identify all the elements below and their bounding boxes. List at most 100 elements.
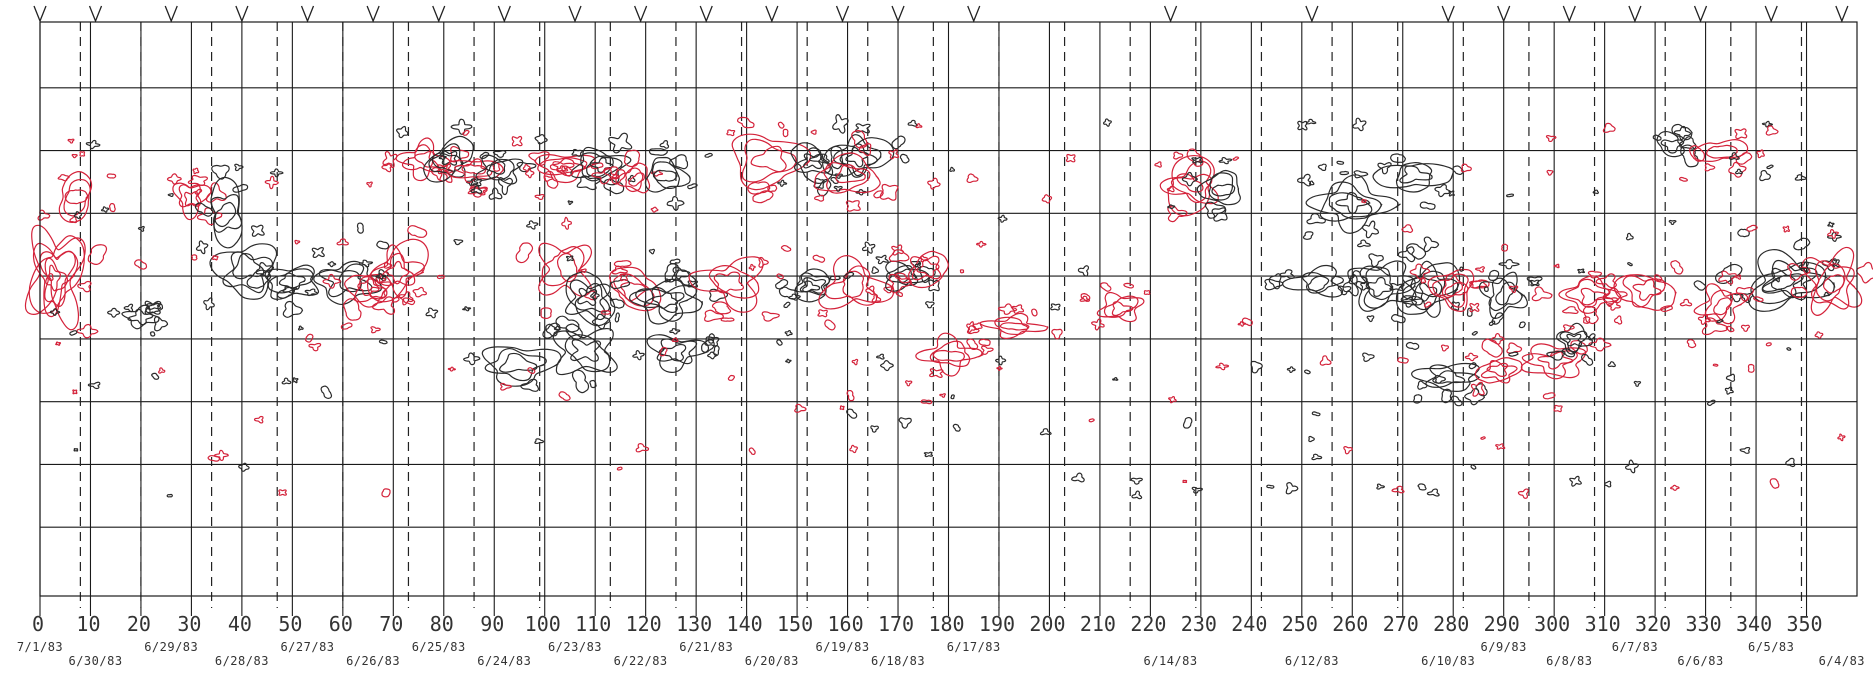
positive-contour (888, 273, 913, 294)
negative-speck (1311, 453, 1323, 461)
negative-contour (1652, 134, 1662, 141)
positive-contour (1480, 360, 1518, 384)
negative-contour (1450, 395, 1463, 407)
x-tick-label: 0 (32, 612, 44, 636)
positive-speck (1232, 156, 1240, 161)
negative-contour (1361, 220, 1380, 239)
central-meridian-marker (432, 5, 446, 23)
negative-contour (570, 339, 602, 362)
negative-speck (1470, 464, 1477, 470)
positive-speck (1123, 282, 1134, 289)
top-markers (33, 5, 1849, 23)
central-meridian-marker (634, 5, 648, 23)
negative-contour (441, 150, 458, 166)
positive-contour (1670, 260, 1684, 275)
x-tick-label: 280 (1433, 612, 1469, 636)
negative-contour (267, 268, 314, 294)
positive-speck (849, 444, 859, 454)
negative-speck (1297, 120, 1308, 131)
x-tick-label: 100 (525, 612, 561, 636)
positive-speck (264, 175, 280, 190)
date-label: 6/27/83 (280, 640, 334, 654)
negative-speck (1285, 481, 1299, 495)
negative-contour (614, 312, 620, 323)
negative-speck (291, 377, 299, 384)
negative-contour (1441, 388, 1453, 404)
positive-contour (1111, 301, 1134, 317)
negative-contour (1417, 380, 1428, 390)
negative-contour (1419, 201, 1436, 210)
negative-contour (1660, 139, 1685, 154)
negative-speck (453, 238, 464, 246)
negative-speck (356, 222, 364, 234)
central-meridian-marker (891, 5, 905, 23)
positive-contour (628, 172, 645, 187)
x-tick-label: 170 (878, 612, 914, 636)
negative-speck (1308, 180, 1315, 186)
positive-speck (1553, 404, 1563, 413)
positive-speck (1319, 355, 1332, 366)
negative-contour (1218, 156, 1233, 165)
x-tick-label: 30 (177, 612, 201, 636)
negative-contour (570, 146, 632, 186)
positive-speck (1168, 395, 1177, 404)
negative-speck (1827, 221, 1835, 228)
central-meridian-marker (235, 5, 249, 23)
x-tick-label: 90 (480, 612, 504, 636)
negative-contour (574, 282, 611, 313)
positive-contour (1582, 305, 1599, 325)
positive-speck (556, 165, 569, 172)
negative-contour (1526, 276, 1543, 286)
positive-contour (824, 265, 878, 306)
negative-contour (564, 334, 611, 373)
negative-contour (475, 154, 524, 185)
field-contours (24, 113, 1873, 500)
negative-contour (832, 113, 849, 134)
date-boundaries (79, 22, 1803, 608)
negative-contour (829, 275, 841, 281)
negative-contour (1281, 264, 1344, 298)
negative-contour (671, 266, 691, 282)
negative-speck (1131, 490, 1143, 500)
positive-speck (671, 337, 679, 343)
positive-contour (812, 254, 826, 263)
positive-contour (1802, 246, 1863, 316)
negative-speck (1625, 232, 1634, 241)
positive-speck (511, 135, 523, 147)
negative-speck (438, 154, 447, 161)
positive-speck (534, 193, 545, 200)
positive-contour (1441, 273, 1469, 299)
positive-contour (552, 161, 575, 173)
negative-contour (1365, 266, 1394, 301)
negative-speck (1737, 228, 1750, 238)
positive-contour (747, 181, 771, 195)
positive-contour (1464, 352, 1479, 362)
positive-contour (343, 298, 362, 321)
negative-speck (492, 150, 507, 158)
negative-speck (1693, 280, 1707, 291)
negative-contour (1306, 213, 1326, 225)
positive-contour (1728, 161, 1747, 178)
positive-speck (1735, 274, 1742, 280)
negative-contour (809, 153, 830, 164)
date-label: 6/9/83 (1481, 640, 1527, 654)
positive-contour (824, 319, 836, 331)
negative-contour (1587, 333, 1596, 341)
negative-speck (784, 329, 793, 337)
positive-contour (909, 255, 942, 281)
positive-contour (1725, 325, 1735, 333)
negative-contour (1399, 165, 1433, 184)
positive-speck (1517, 488, 1529, 499)
positive-speck (370, 326, 381, 334)
positive-contour (178, 184, 202, 208)
negative-speck (669, 258, 681, 265)
negative-speck (1761, 120, 1774, 128)
date-label: 6/8/83 (1546, 654, 1592, 668)
positive-speck (158, 367, 166, 374)
positive-contour (76, 323, 99, 339)
negative-contour (1411, 270, 1446, 311)
negative-contour (687, 183, 698, 190)
positive-contour (1176, 173, 1204, 193)
central-meridian-marker (300, 5, 315, 23)
positive-contour (1701, 317, 1729, 336)
